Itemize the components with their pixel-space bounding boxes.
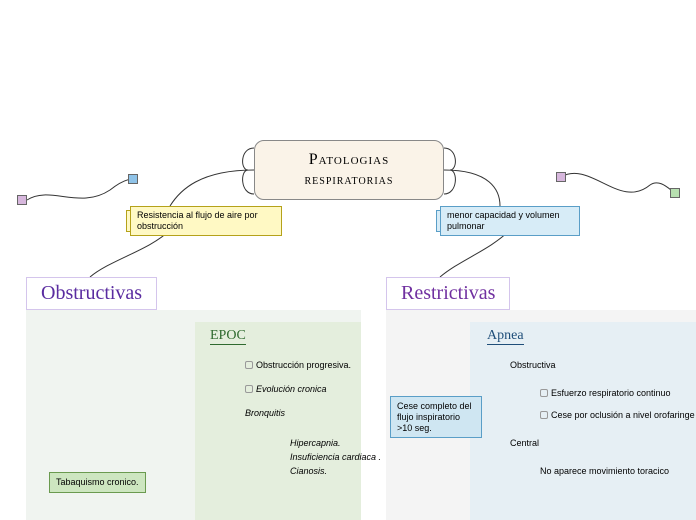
mindmap-canvas: Patologias respiratorias Resistencia al … [0, 0, 696, 520]
left-tag[interactable]: Resistencia al flujo de aire por obstruc… [130, 206, 282, 236]
section-restrictivas[interactable]: Restrictivas [386, 277, 510, 310]
root-line2: respiratorias [275, 173, 423, 189]
section-obstructivas[interactable]: Obstructivas [26, 277, 157, 310]
epoc-item[interactable]: Obstrucción progresiva. [245, 360, 351, 370]
epoc-item-text: Obstrucción progresiva. [256, 360, 351, 370]
epoc-node[interactable]: EPOC [210, 328, 246, 345]
handle-square[interactable] [17, 195, 27, 205]
section-obstructivas-text: Obstructivas [41, 282, 142, 304]
bronq-item-text: Cianosis. [290, 466, 327, 476]
root-line1: Patologias [275, 151, 423, 169]
handle-square[interactable] [670, 188, 680, 198]
tabaquismo-text: Tabaquismo cronico. [56, 477, 139, 487]
apnea-item[interactable]: Cese por oclusión a nivel orofaringe [540, 410, 695, 420]
checkbox-icon [245, 385, 253, 393]
left-subpanel [195, 322, 361, 520]
checkbox-icon [540, 411, 548, 419]
apnea-item[interactable]: Esfuerzo respiratorio continuo [540, 388, 671, 398]
handle-square[interactable] [128, 174, 138, 184]
epoc-item-text: Bronquitis [245, 408, 285, 418]
apnea-text: Apnea [487, 328, 524, 343]
apnea-item-text: No aparece movimiento toracico [540, 466, 669, 476]
tabaquismo-tag[interactable]: Tabaquismo cronico. [49, 472, 146, 493]
epoc-text: EPOC [210, 328, 246, 343]
apnea-node[interactable]: Apnea [487, 328, 524, 345]
apnea-item-text: Central [510, 438, 539, 448]
right-tag[interactable]: menor capacidad y volumen pulmonar [440, 206, 580, 236]
checkbox-icon [245, 361, 253, 369]
checkbox-icon [540, 389, 548, 397]
bronq-item[interactable]: Hipercapnia. [290, 438, 341, 448]
handle-square[interactable] [556, 172, 566, 182]
apnea-item[interactable]: Central [510, 438, 539, 448]
left-tag-text: Resistencia al flujo de aire por obstruc… [137, 210, 258, 231]
apnea-item-text: Obstructiva [510, 360, 556, 370]
epoc-item[interactable]: Bronquitis [245, 408, 285, 418]
root-node[interactable]: Patologias respiratorias [254, 140, 444, 200]
bronq-item-text: Hipercapnia. [290, 438, 341, 448]
epoc-item-text: Evolución cronica [256, 384, 327, 394]
apnea-item[interactable]: Obstructiva [510, 360, 556, 370]
apnea-item-text: Cese por oclusión a nivel orofaringe [551, 410, 695, 420]
section-restrictivas-text: Restrictivas [401, 282, 495, 304]
bronq-item[interactable]: Insuficiencia cardiaca . [290, 452, 381, 462]
bronq-item[interactable]: Cianosis. [290, 466, 327, 476]
apnea-note[interactable]: Cese completo del flujo inspiratorio >10… [390, 396, 482, 438]
epoc-item[interactable]: Evolución cronica [245, 384, 327, 394]
apnea-note-text: Cese completo del flujo inspiratorio >10… [397, 401, 472, 433]
apnea-item-text: Esfuerzo respiratorio continuo [551, 388, 671, 398]
apnea-item[interactable]: No aparece movimiento toracico [540, 466, 669, 476]
right-subpanel [470, 322, 696, 520]
right-tag-text: menor capacidad y volumen pulmonar [447, 210, 560, 231]
bronq-item-text: Insuficiencia cardiaca . [290, 452, 381, 462]
